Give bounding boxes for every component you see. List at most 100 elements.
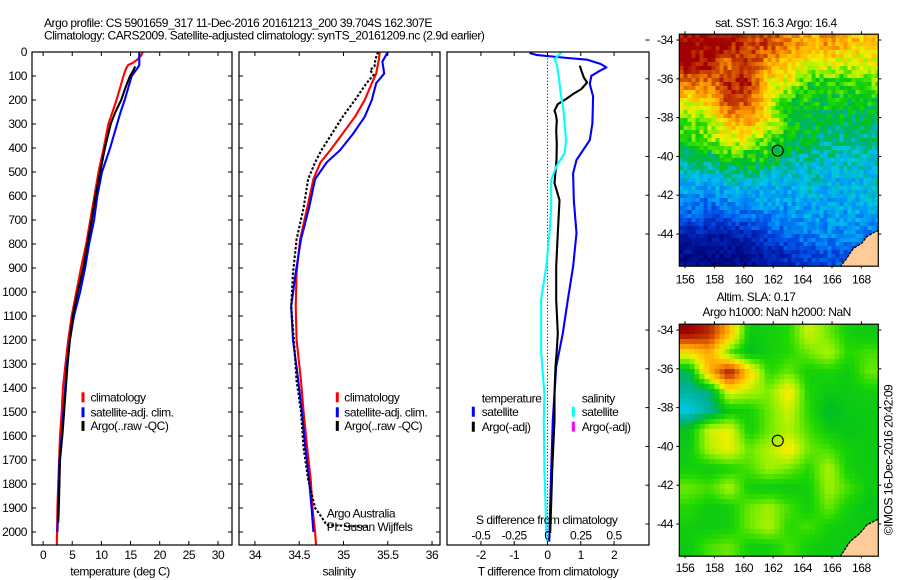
sst-cell (859, 126, 864, 131)
sst-cell (859, 110, 864, 115)
sst-cell (743, 226, 748, 231)
sla-cell (799, 379, 805, 385)
sla-cell (799, 444, 805, 450)
sst-cell (679, 226, 684, 231)
sst-cell (711, 230, 716, 235)
sst-cell (691, 106, 696, 111)
sst-cell (767, 142, 772, 147)
sst-cell (851, 50, 856, 55)
sla-cell (764, 379, 770, 385)
sst-cell (747, 226, 752, 231)
sst-cell (727, 206, 732, 211)
sla-cell (794, 339, 800, 345)
sst-cell (731, 74, 736, 79)
sla-cell (779, 384, 785, 390)
sst-cell (771, 242, 776, 247)
sst-cell (811, 234, 816, 239)
sst-cell (867, 118, 872, 123)
sla-cell (854, 499, 860, 505)
sst-cell (835, 138, 840, 143)
sst-cell (835, 74, 840, 79)
sst-cell (803, 142, 808, 147)
sla-cell (794, 344, 800, 350)
sst-cell (731, 54, 736, 59)
sst-cell (759, 246, 764, 251)
sla-cell (684, 484, 690, 490)
sla-cell (694, 404, 700, 410)
sst-cell (811, 250, 816, 255)
sla-cell (694, 454, 700, 460)
sst-cell (759, 242, 764, 247)
sst-cell (839, 198, 844, 203)
sla-cell (734, 394, 740, 400)
sla-cell (804, 539, 810, 545)
sla-cell (759, 334, 765, 340)
sla-cell (764, 529, 770, 535)
sst-cell (807, 74, 812, 79)
sst-cell (807, 58, 812, 63)
sla-cell (749, 549, 755, 555)
sst-cell (731, 66, 736, 71)
sst-cell (743, 210, 748, 215)
sst-cell (827, 250, 832, 255)
sla-cell (804, 534, 810, 540)
sst-cell (779, 226, 784, 231)
sst-cell (715, 78, 720, 83)
sla-cell (869, 454, 875, 460)
sst-cell (851, 110, 856, 115)
sla-cell (739, 439, 745, 445)
sst-cell (687, 250, 692, 255)
sst-cell (731, 146, 736, 151)
sst-cell (799, 250, 804, 255)
sla-cell (844, 514, 850, 520)
sla-cell (859, 429, 865, 435)
sla-cell (774, 394, 780, 400)
sla-cell (724, 549, 730, 555)
difference-profile-panel: -2 -1 0 1 2T difference from climatologytemp… (446, 51, 650, 579)
sst-cell (807, 190, 812, 195)
sst-cell (791, 38, 796, 43)
sla-cell (854, 354, 860, 360)
sst-cell (831, 254, 836, 259)
sst-cell (683, 262, 688, 267)
sst-cell (767, 122, 772, 127)
sst-cell (819, 218, 824, 223)
sla-cell (729, 329, 735, 335)
sst-cell (835, 134, 840, 139)
sla-cell (874, 369, 879, 375)
sst-cell (691, 222, 696, 227)
sst-cell (715, 50, 720, 55)
sla-cell (799, 434, 805, 440)
x-tick-label: 34 (249, 548, 262, 562)
sla-cell (819, 494, 825, 500)
sst-cell (771, 82, 776, 87)
sla-cell (684, 489, 690, 495)
sla-cell (719, 369, 725, 375)
sla-cell (854, 404, 860, 410)
sst-cell (799, 106, 804, 111)
sla-cell (749, 409, 755, 415)
sst-cell (795, 70, 800, 75)
sst-cell (751, 258, 756, 263)
sla-cell (719, 334, 725, 340)
sla-cell (769, 409, 775, 415)
sla-cell (769, 509, 775, 515)
sla-cell (869, 374, 875, 380)
sla-cell (814, 334, 820, 340)
sst-cell (851, 34, 856, 39)
sla-cell (834, 409, 840, 415)
sst-cell (787, 98, 792, 103)
sst-cell (711, 74, 716, 79)
sla-cell (829, 344, 835, 350)
sst-cell (711, 62, 716, 67)
sst-cell (815, 186, 820, 191)
sst-cell (711, 98, 716, 103)
sst-cell (691, 226, 696, 231)
sst-cell (707, 198, 712, 203)
sst-cell (691, 162, 696, 167)
sst-cell (779, 114, 784, 119)
sla-cell (799, 349, 805, 355)
sst-cell (723, 122, 728, 127)
sla-cell (744, 379, 750, 385)
map-x-tick-label: 156 (676, 273, 695, 287)
